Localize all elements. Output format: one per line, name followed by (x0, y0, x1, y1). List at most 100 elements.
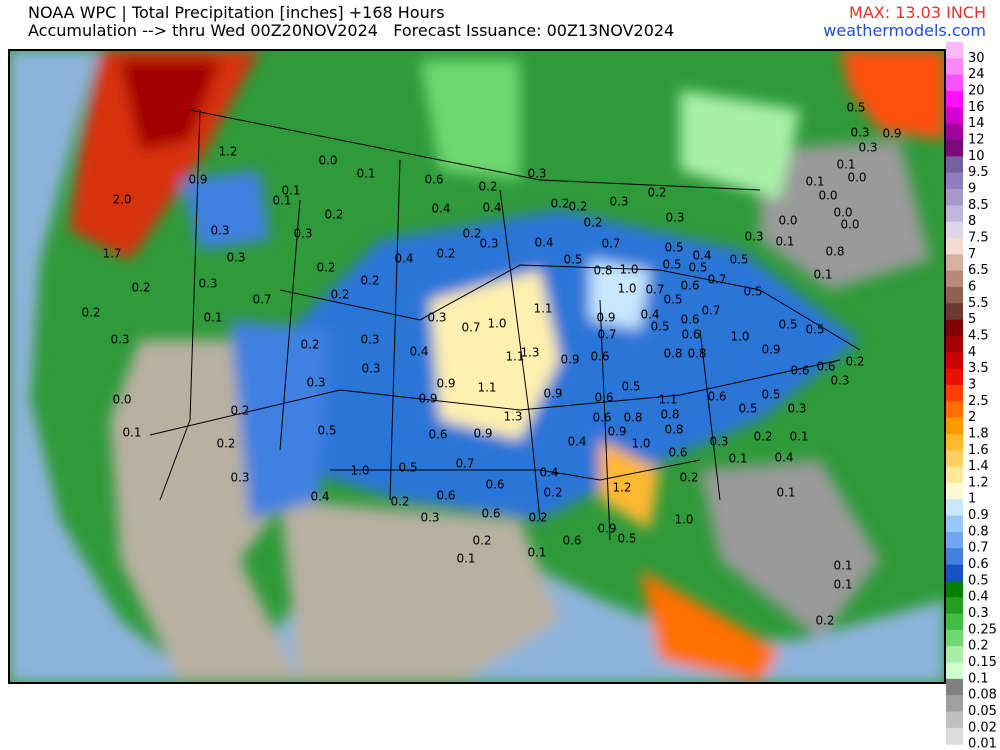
colorbar-swatch (946, 597, 963, 615)
colorbar-label: 6.5 (968, 263, 989, 278)
map-value-label: 0.8 (660, 408, 679, 422)
map-value-label: 0.1 (203, 311, 222, 325)
map-value-label: 0.5 (664, 241, 683, 255)
colorbar-label: 0.7 (968, 541, 989, 556)
colorbar-label: 20 (968, 83, 985, 98)
map-value-label: 0.3 (787, 402, 806, 416)
map-value-label: 1.0 (617, 282, 636, 296)
map-value-label: 0.2 (528, 511, 547, 525)
colorbar-swatch (946, 417, 963, 435)
map-value-label: 0.2 (845, 355, 864, 369)
map-value-label: 0.6 (436, 489, 455, 503)
max-value: MAX: 13.03 INCH (849, 3, 986, 22)
map-value-label: 0.5 (738, 402, 757, 416)
map-value-label: 0.5 (662, 258, 681, 272)
map-value-label: 0.9 (418, 392, 437, 406)
map-value-label: 0.6 (816, 360, 835, 374)
map-value-label: 0.3 (427, 311, 446, 325)
map-value-label: 1.3 (503, 410, 522, 424)
map-value-label: 0.7 (252, 293, 271, 307)
map-value-label: 1.2 (218, 145, 237, 159)
colorbar-label: 9 (968, 181, 976, 196)
map-value-label: 0.1 (281, 184, 300, 198)
map-value-label: 0.2 (81, 306, 100, 320)
map-value-label: 0.4 (534, 236, 553, 250)
map-value-label: 0.0 (318, 154, 337, 168)
map-value-label: 0.3 (361, 362, 380, 376)
colorbar-label: 0.15 (968, 655, 997, 670)
colorbar-label: 8.5 (968, 198, 989, 213)
map-value-label: 0.2 (324, 208, 343, 222)
map-value-label: 0.6 (790, 364, 809, 378)
map-value-label: 1.1 (505, 350, 524, 364)
map-value-label: 0.1 (833, 578, 852, 592)
map-value-label: 0.1 (122, 426, 141, 440)
map-value-label: 0.6 (680, 313, 699, 327)
colorbar-label: 1 (968, 492, 976, 507)
map-value-label: 0.9 (473, 427, 492, 441)
map-value-label: 0.1 (813, 268, 832, 282)
colorbar-label: 0.8 (968, 524, 989, 539)
colorbar-swatch (946, 303, 963, 321)
map-value-label: 0.6 (485, 478, 504, 492)
colorbar-swatch (946, 139, 963, 157)
colorbar-label: 7 (968, 247, 976, 262)
map-value-label: 0.2 (753, 430, 772, 444)
map-value-label: 1.0 (350, 464, 369, 478)
map-value-label: 0.3 (198, 277, 217, 291)
map-value-label: 0.2 (300, 338, 319, 352)
colorbar-swatch (946, 401, 963, 419)
colorbar-swatch (946, 205, 963, 223)
colorbar-label: 0.5 (968, 573, 989, 588)
map-value-label: 0.8 (593, 264, 612, 278)
map-value-label: 0.6 (668, 446, 687, 460)
map-value-label: 0.0 (840, 218, 859, 232)
map-value-label: 0.1 (456, 552, 475, 566)
colorbar-swatch (946, 646, 963, 664)
map-value-label: 0.3 (210, 224, 229, 238)
colorbar-swatch (946, 286, 963, 304)
map-value-label: 0.5 (778, 318, 797, 332)
colorbar-label: 0.1 (968, 671, 989, 686)
map-value-label: 0.5 (650, 320, 669, 334)
map-value-label: 0.4 (482, 201, 501, 215)
map-value-label: 2.0 (112, 193, 131, 207)
colorbar-swatch (946, 237, 963, 255)
map-value-label: 0.1 (836, 158, 855, 172)
colorbar-label: 3 (968, 377, 976, 392)
colorbar-label: 5 (968, 312, 976, 327)
map-value-label: 1.7 (102, 247, 121, 261)
map-value-label: 0.0 (818, 189, 837, 203)
map-value-label: 0.1 (775, 235, 794, 249)
colorbar-label: 16 (968, 100, 985, 115)
map-value-label: 0.9 (607, 425, 626, 439)
map-value-label: 0.8 (825, 245, 844, 259)
map-value-label: 0.2 (216, 437, 235, 451)
colorbar-label: 1.4 (968, 459, 989, 474)
map-value-label: 0.5 (317, 424, 336, 438)
map-value-label: 0.4 (310, 490, 329, 504)
map-value-label: 0.2 (583, 216, 602, 230)
colorbar-swatch (946, 613, 963, 631)
map-value-label: 0.3 (665, 211, 684, 225)
map-value-label: 0.6 (590, 350, 609, 364)
colorbar-label: 14 (968, 116, 985, 131)
site-link: weathermodels.com (823, 21, 986, 40)
colorbar-swatch (946, 270, 963, 288)
colorbar-label: 1.8 (968, 426, 989, 441)
colorbar-swatch (946, 352, 963, 370)
map (9, 50, 945, 683)
map-value-label: 0.6 (594, 391, 613, 405)
map-value-label: 1.0 (730, 330, 749, 344)
map-value-label: 0.1 (805, 175, 824, 189)
map-value-label: 0.1 (776, 486, 795, 500)
map-value-label: 0.5 (743, 285, 762, 299)
map-value-label: 0.3 (293, 227, 312, 241)
colorbar-swatch (946, 629, 963, 647)
map-value-label: 0.6 (592, 411, 611, 425)
map-value-label: 1.1 (477, 381, 496, 395)
colorbar-label: 30 (968, 51, 985, 66)
map-value-label: 0.2 (316, 261, 335, 275)
colorbar-swatch (946, 123, 963, 141)
